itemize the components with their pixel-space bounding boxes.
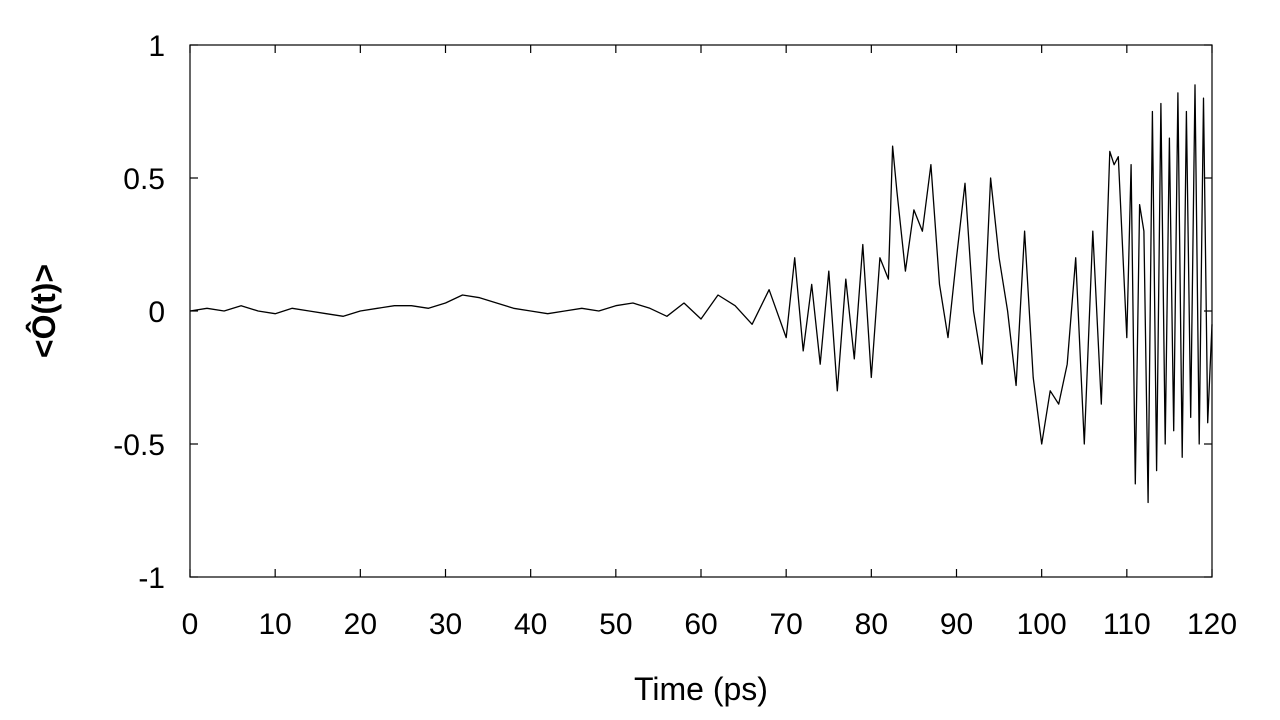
x-tick-label: 10: [258, 608, 291, 641]
plot-frame: [189, 44, 1213, 578]
x-tick-label: 90: [940, 608, 973, 641]
x-tick-label: 20: [344, 608, 377, 641]
y-tick-label: 1: [148, 30, 165, 63]
series-line: [189, 84, 1213, 504]
x-tick-label: 100: [1017, 608, 1067, 641]
x-tick-label: 50: [599, 608, 632, 641]
x-axis-title: Time (ps): [634, 671, 768, 707]
x-tick-label: 120: [1187, 608, 1237, 641]
x-tick-label: 0: [182, 608, 199, 641]
x-tick-label: 60: [684, 608, 717, 641]
axis-ticks: [189, 44, 1213, 578]
x-tick-label: 70: [769, 608, 802, 641]
y-tick-label: -0.5: [113, 429, 165, 462]
y-axis-title: <Ô(t)>: [26, 264, 62, 358]
x-tick-label: 80: [855, 608, 888, 641]
x-tick-label: 110: [1103, 608, 1151, 641]
x-tick-label: 40: [514, 608, 547, 641]
y-tick-label: 0.5: [123, 163, 165, 196]
y-tick-label: -1: [138, 562, 165, 595]
y-tick-label: 0: [148, 296, 165, 329]
axis-tick-labels: 0 10 20 30 40 50 60 70 80 90 100 110 120 -1 -0.5 0 0.5 1: [113, 30, 1237, 641]
x-tick-label: 30: [429, 608, 462, 641]
